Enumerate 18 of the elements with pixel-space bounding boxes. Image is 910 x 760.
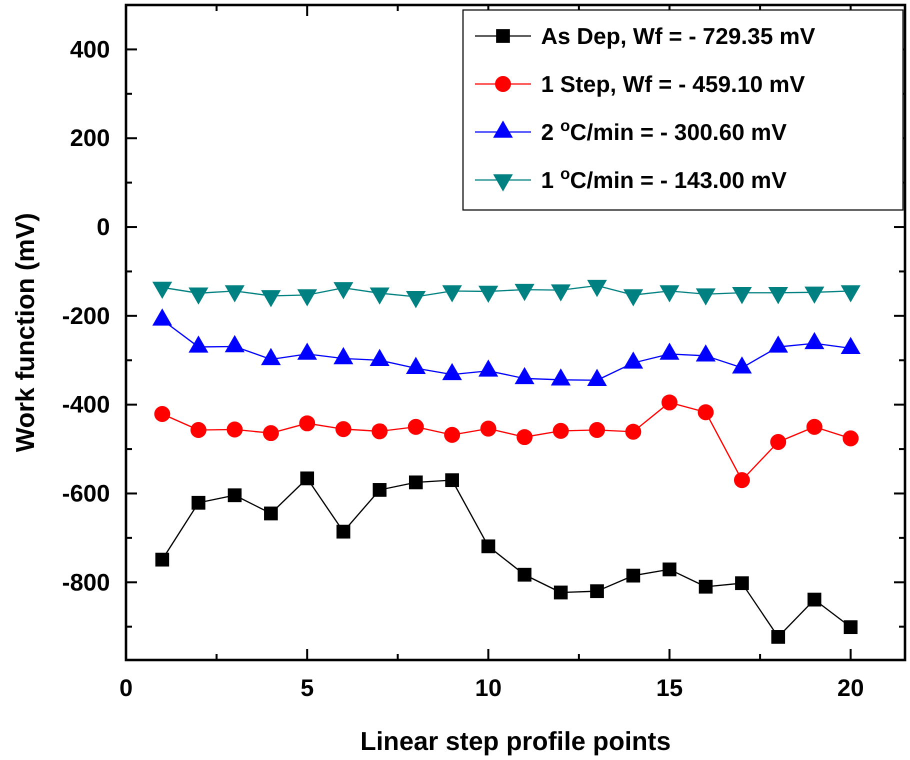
x-axis-title: Linear step profile points xyxy=(360,726,671,756)
y-tick-label: 200 xyxy=(70,125,110,152)
x-tick-label: 15 xyxy=(656,675,683,702)
x-tick-label: 20 xyxy=(837,675,864,702)
legend-label: 2 $^{o}$C/min = - 300.60 mV xyxy=(541,117,788,145)
y-tick-label: -400 xyxy=(62,392,110,419)
y-tick-label: -200 xyxy=(62,302,110,330)
y-tick-label: 0 xyxy=(96,214,110,242)
x-tick-label: 10 xyxy=(474,675,502,702)
x-tick-label: 0 xyxy=(119,675,133,702)
legend-label: 1 Step, Wf = - 459.10 mV xyxy=(541,71,806,97)
x-tick-label: 5 xyxy=(300,675,314,702)
y-tick-label: 400 xyxy=(70,36,110,64)
legend-label: As Dep, Wf = - 729.35 mV xyxy=(541,23,816,49)
y-axis-title: Work function (mV) xyxy=(10,212,40,452)
y-tick-label: -600 xyxy=(62,480,110,508)
legend-label: 1 $^{o}$C/min = - 143.00 mV xyxy=(541,165,788,193)
y-tick-label: -800 xyxy=(62,569,110,596)
